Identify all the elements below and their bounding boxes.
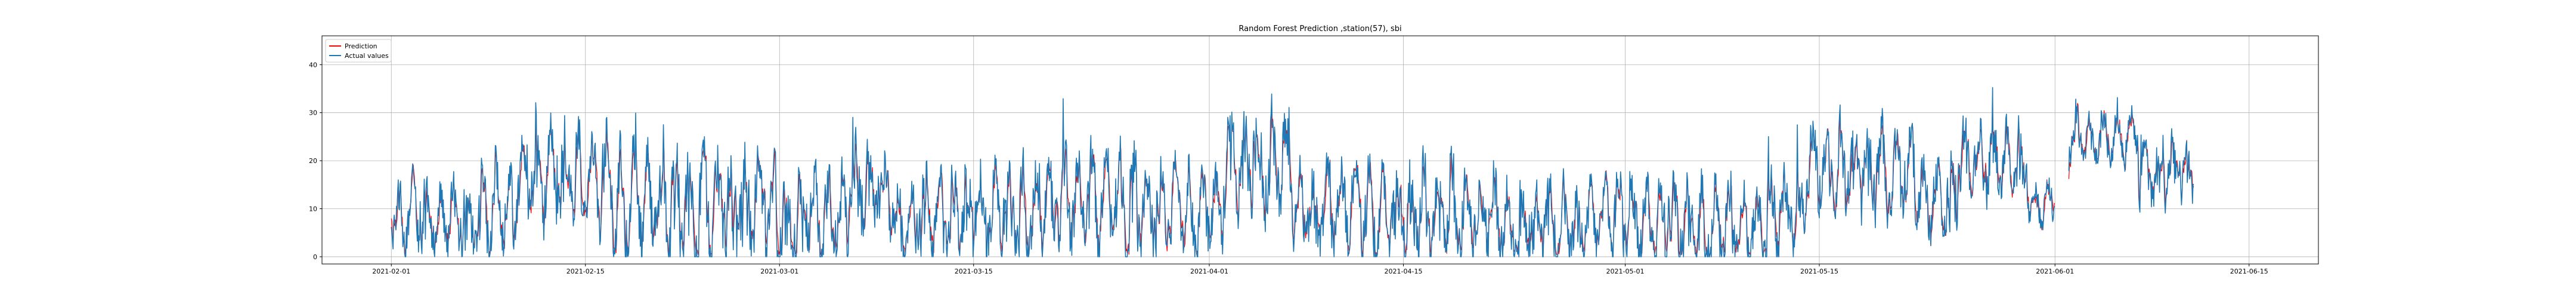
y-tick-label: 20 [309, 157, 317, 165]
x-tick-label: 2021-02-01 [372, 268, 410, 275]
chart-title: Random Forest Prediction ,station(57), s… [1239, 24, 1401, 33]
x-tick-label: 2021-06-01 [2036, 268, 2074, 275]
x-tick-label: 2021-04-01 [1190, 268, 1228, 275]
x-tick-label: 2021-04-15 [1385, 268, 1423, 275]
grid-lines [322, 36, 2318, 264]
y-tick-label: 0 [313, 253, 317, 261]
y-tick-label: 40 [309, 61, 317, 69]
x-tick-label: 2021-05-01 [1606, 268, 1645, 275]
x-tick-label: 2021-03-15 [955, 268, 993, 275]
legend-label-actual-values: Actual values [345, 52, 389, 60]
series-lines [391, 87, 2194, 257]
x-tick-label: 2021-06-15 [2230, 268, 2268, 275]
x-tick-label: 2021-02-15 [566, 268, 605, 275]
legend: Prediction Actual values [325, 39, 392, 63]
y-tick-label: 30 [309, 109, 317, 117]
x-tick-label: 2021-05-15 [1800, 268, 1838, 275]
y-tick-label: 10 [309, 205, 317, 213]
plot-frame [321, 35, 2319, 265]
x-tick-label: 2021-03-01 [760, 268, 798, 275]
series-line-actual-values [391, 87, 2194, 257]
axis-ticks: 2021-02-01 2021-02-15 2021-03-01 2021-03-15… [309, 61, 2268, 275]
legend-box [325, 39, 392, 63]
legend-label-prediction: Prediction [345, 42, 377, 50]
